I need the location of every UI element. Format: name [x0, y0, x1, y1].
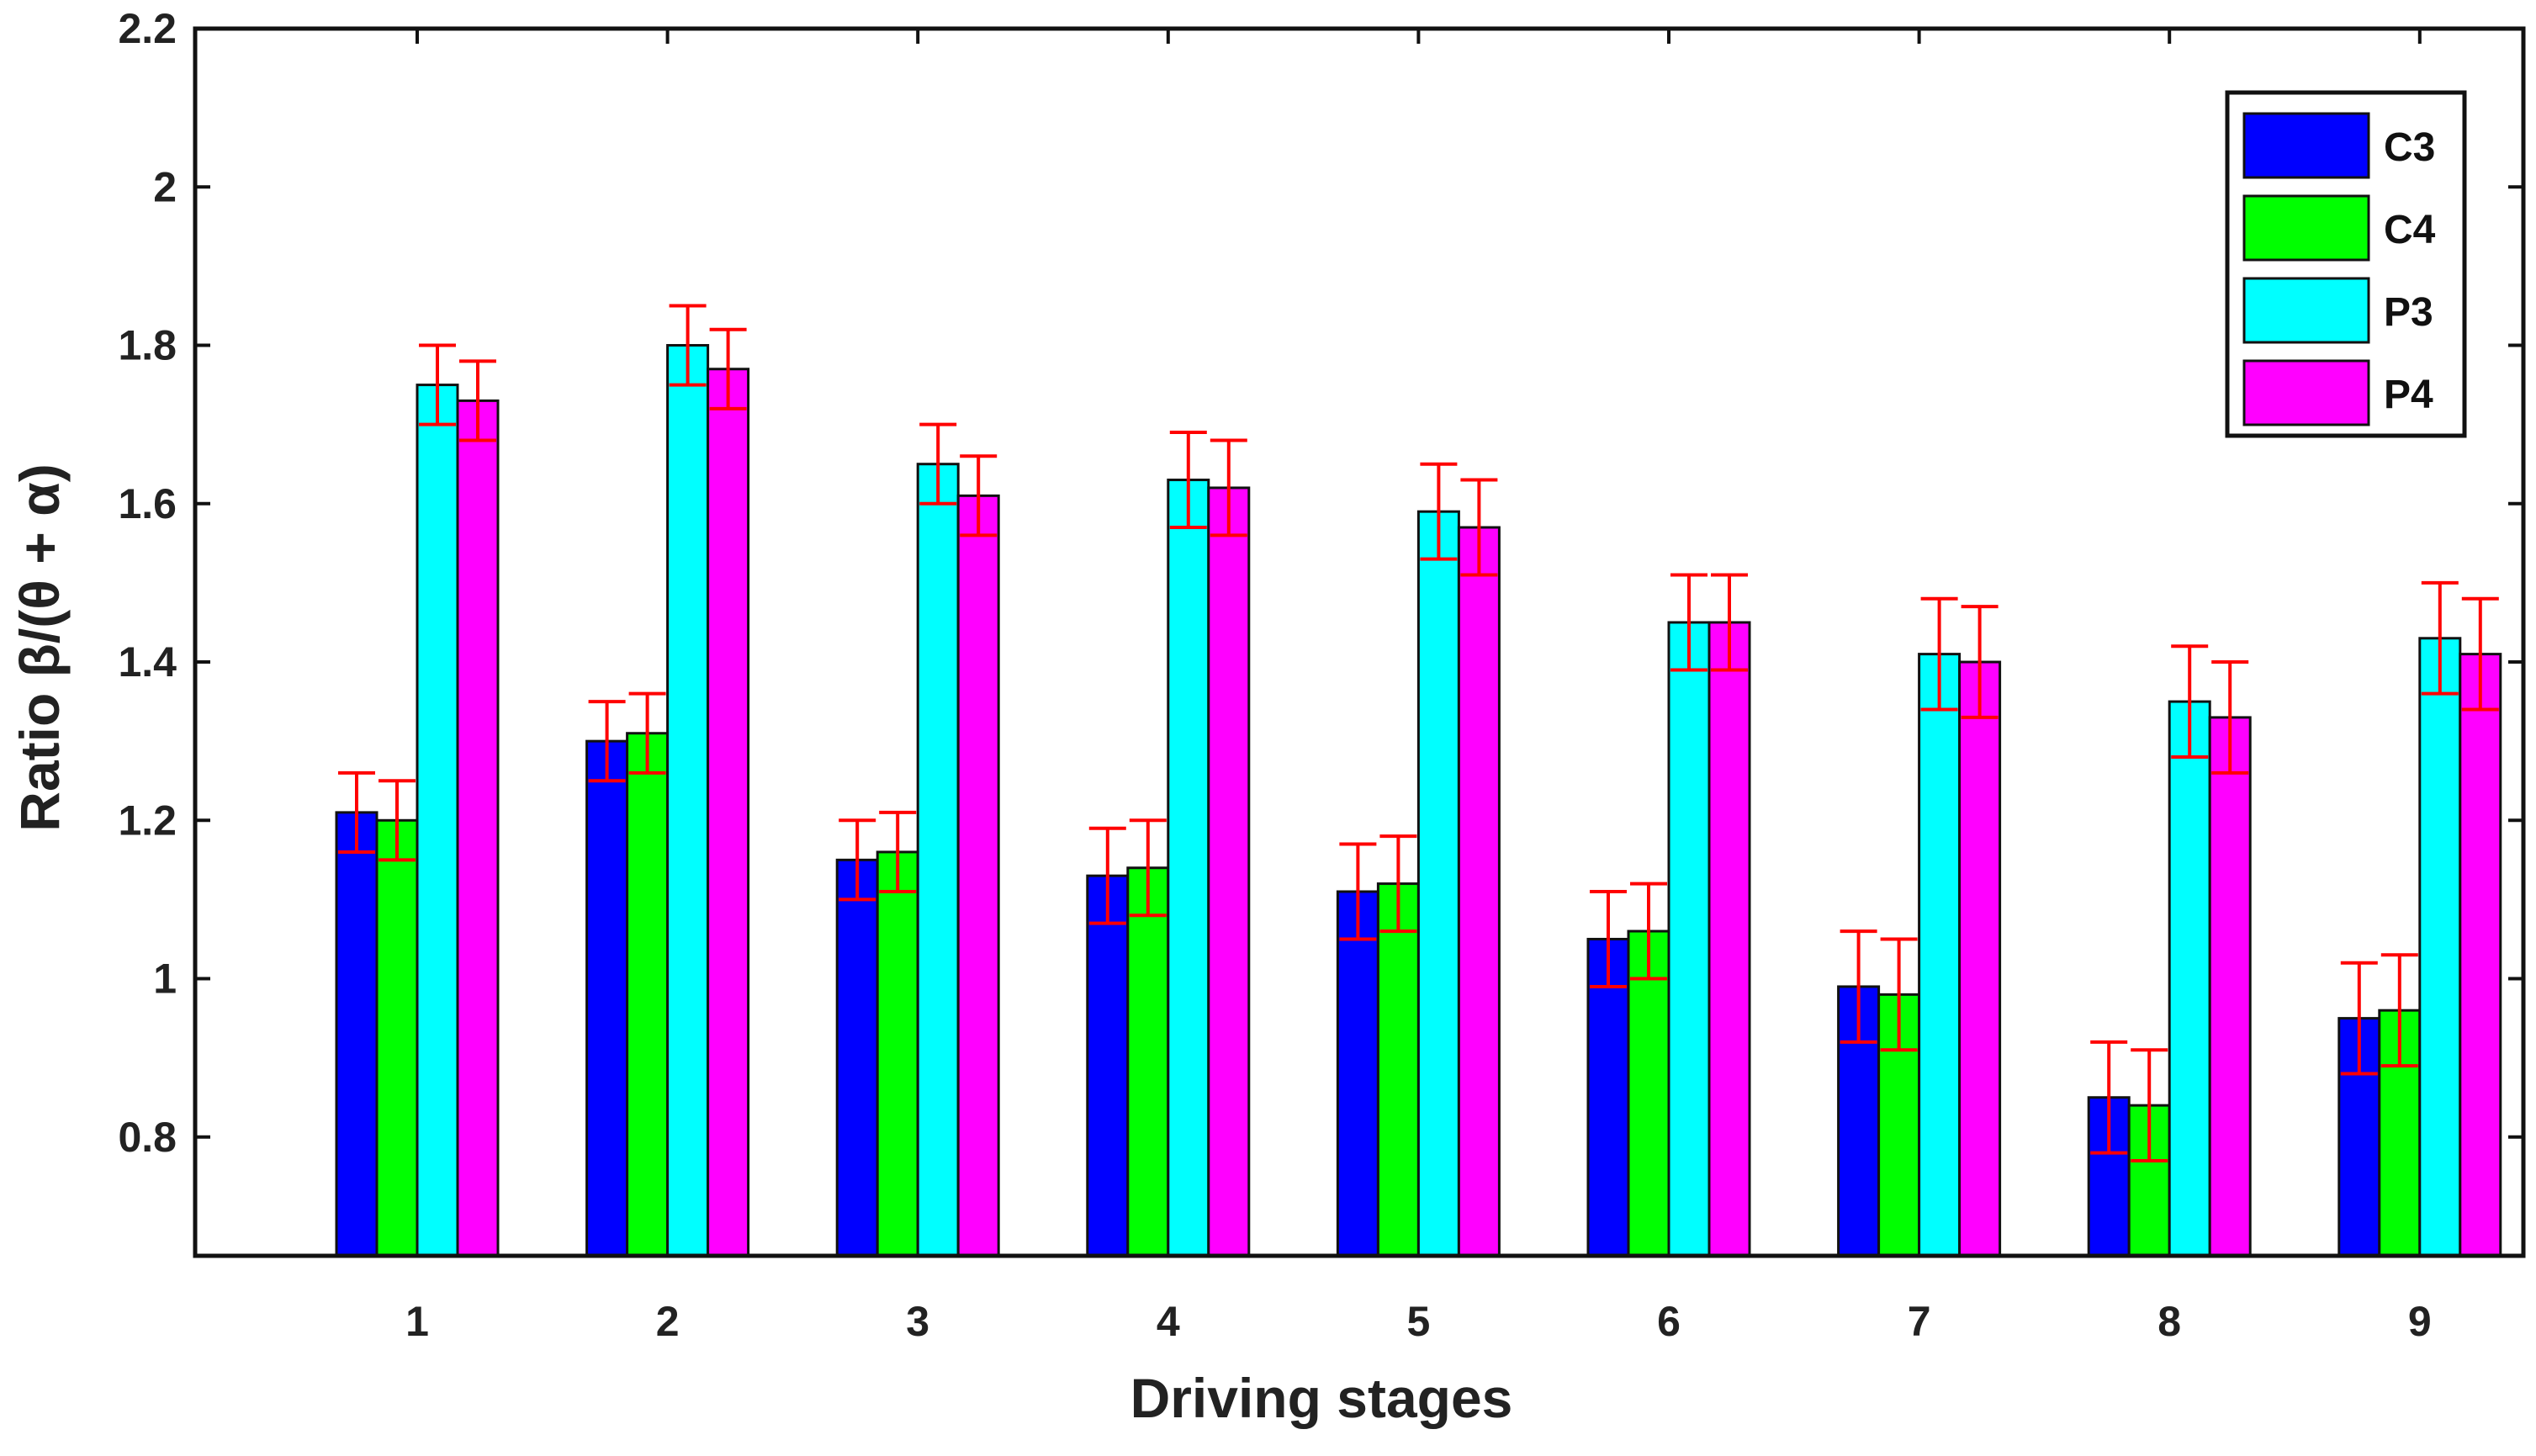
error-bar-c3-2	[588, 700, 626, 783]
error-bar-p4-8	[2211, 660, 2249, 775]
error-bar-c4-4	[1129, 818, 1167, 918]
error-bar-p3-1	[419, 343, 456, 426]
error-bar-p4-7	[1961, 605, 1999, 719]
error-bar-c3-4	[1088, 826, 1126, 925]
legend-label-p3: P3	[2384, 290, 2433, 335]
x-tick-label: 8	[2157, 1298, 2181, 1345]
bar-p4-3	[956, 494, 1000, 1257]
bar-c3-1	[335, 811, 379, 1257]
y-tick-label: 1.6	[118, 480, 177, 527]
bar-c4-4	[1126, 866, 1170, 1257]
error-bar-c4-8	[2131, 1048, 2168, 1163]
plot-frame	[193, 26, 2526, 1258]
x-tick-label: 9	[2408, 1298, 2432, 1345]
bar-p3-7	[1918, 653, 1962, 1257]
bar-p3-9	[2418, 637, 2462, 1257]
bar-p3-1	[416, 384, 459, 1257]
y-tick-label: 1	[153, 956, 177, 1003]
bar-c4-3	[876, 850, 919, 1257]
bar-c3-4	[1086, 874, 1130, 1257]
y-tick-label: 2	[153, 163, 177, 210]
x-tick-label: 2	[656, 1298, 680, 1345]
error-bar-p3-6	[1670, 573, 1707, 672]
error-bar-p3-2	[669, 304, 707, 387]
bar-p4-7	[1958, 660, 2002, 1257]
error-bar-c4-2	[628, 691, 666, 775]
error-bar-p4-4	[1210, 438, 1247, 537]
bar-p3-8	[2168, 700, 2211, 1257]
error-bar-p3-7	[1920, 596, 1958, 712]
error-bars	[338, 304, 2499, 1163]
x-tick-label: 1	[405, 1298, 429, 1345]
bar-p4-8	[2208, 716, 2252, 1257]
bar-p4-9	[2459, 653, 2502, 1257]
error-bar-p4-1	[459, 359, 496, 442]
error-bar-p3-5	[1420, 462, 1458, 561]
y-tick-label: 1.8	[118, 322, 177, 369]
y-axis-title: Ratio β/(θ + α)	[8, 463, 71, 831]
x-tick-label: 5	[1406, 1298, 1430, 1345]
x-tick-label: 7	[1908, 1298, 1931, 1345]
error-bar-c3-3	[839, 818, 876, 902]
error-bar-p3-8	[2171, 644, 2209, 759]
error-bar-c4-7	[1880, 937, 1918, 1052]
bar-p3-3	[916, 463, 960, 1257]
legend-label-c3: C3	[2384, 125, 2435, 170]
x-tick-label: 4	[1157, 1298, 1180, 1345]
y-tick-label: 0.8	[118, 1114, 177, 1161]
legend-swatch-c3	[2242, 112, 2370, 179]
y-tick-label: 2.2	[118, 5, 177, 52]
error-bar-c4-5	[1379, 834, 1417, 934]
error-bar-p3-4	[1169, 431, 1207, 530]
error-bar-p4-3	[960, 454, 998, 537]
legend-swatch-p4	[2242, 359, 2370, 426]
bar-c4-5	[1376, 882, 1420, 1257]
y-tick-labels: 0.8 1 1.2 1.4 1.6 1.8 2 2.2	[118, 5, 177, 1161]
error-bar-p3-9	[2421, 580, 2459, 696]
bar-p3-4	[1167, 479, 1210, 1257]
error-bar-c3-7	[1840, 929, 1877, 1044]
bar-p4-5	[1457, 526, 1501, 1257]
bar-c4-1	[375, 818, 419, 1257]
error-bar-p3-3	[919, 422, 957, 506]
bar-c3-3	[835, 858, 879, 1257]
x-tick-labels: 1 2 3 4 5 6 7 8 9	[405, 1298, 2432, 1345]
bars	[335, 344, 2502, 1257]
legend-label-p4: P4	[2384, 373, 2433, 417]
y-tick-label: 1.2	[118, 797, 177, 844]
error-bar-c3-9	[2340, 961, 2378, 1076]
bar-p4-2	[707, 368, 750, 1257]
error-bar-c4-9	[2380, 953, 2418, 1068]
legend-label-c4: C4	[2384, 208, 2436, 252]
error-bar-c3-1	[338, 770, 375, 854]
bar-p4-4	[1207, 486, 1251, 1257]
bar-p3-2	[666, 344, 710, 1257]
bar-p3-5	[1416, 510, 1460, 1257]
bar-c3-5	[1336, 890, 1379, 1257]
error-bar-c4-3	[879, 810, 917, 894]
error-bar-c3-6	[1590, 890, 1627, 988]
error-bar-c3-5	[1339, 842, 1377, 941]
legend-swatch-c4	[2242, 194, 2370, 262]
error-bar-p4-9	[2461, 596, 2499, 712]
legend-swatch-p3	[2242, 277, 2370, 344]
error-bar-c4-1	[379, 779, 416, 862]
bar-c3-2	[585, 739, 629, 1257]
x-axis-title: Driving stages	[1130, 1367, 1513, 1429]
y-tick-label: 1.4	[118, 638, 177, 686]
legend: C3 C4 P3 P4	[2225, 90, 2467, 438]
bar-p4-6	[1707, 621, 1751, 1257]
bar-p4-1	[456, 399, 500, 1257]
error-bar-c3-8	[2090, 1040, 2128, 1155]
bar-p3-6	[1667, 621, 1711, 1257]
error-bar-p4-6	[1711, 573, 1748, 672]
error-bar-p4-5	[1460, 478, 1498, 577]
error-bar-c4-6	[1630, 882, 1667, 981]
x-tick-label: 3	[906, 1298, 929, 1345]
bar-c4-2	[626, 732, 670, 1257]
error-bar-p4-2	[709, 327, 747, 410]
x-tick-label: 6	[1657, 1298, 1681, 1345]
